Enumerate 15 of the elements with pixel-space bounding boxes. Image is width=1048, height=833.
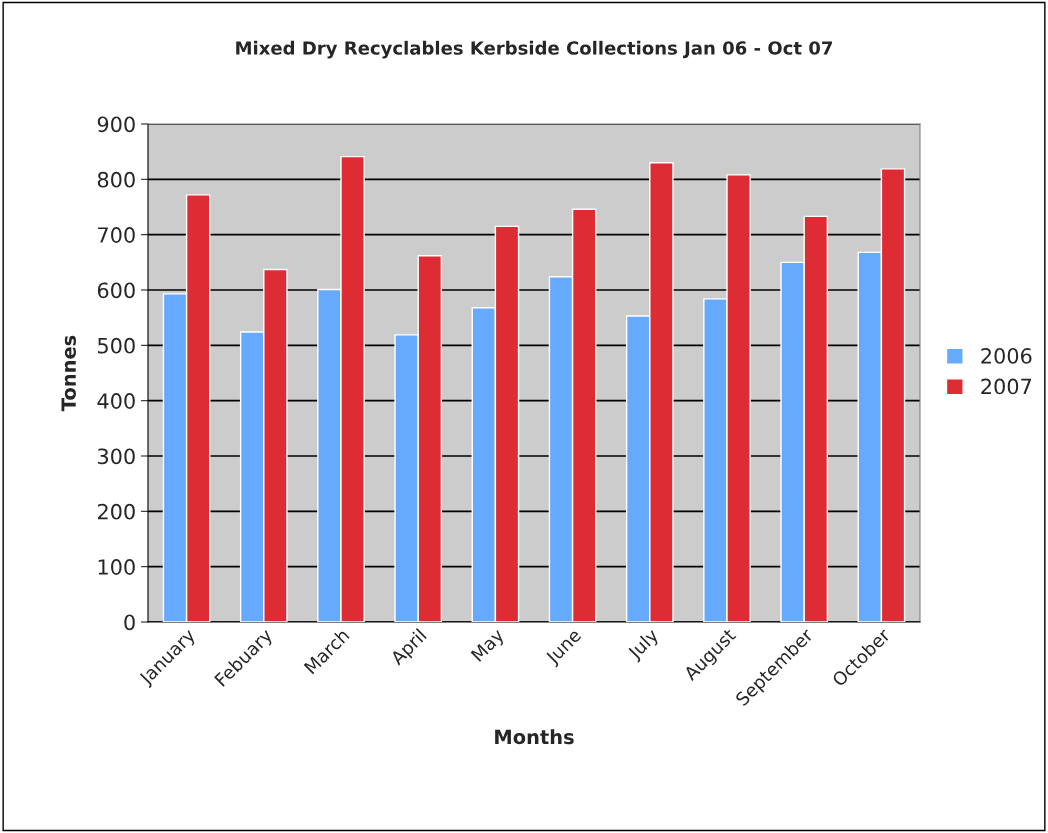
y-tick-label: 600 — [97, 282, 135, 299]
y-tick-label: 900 — [97, 116, 135, 133]
y-tick-label: 800 — [97, 171, 135, 188]
chart-title: Mixed Dry Recyclables Kerbside Collections Jan 06 - Oct 07 — [236, 40, 832, 59]
legend-label: 2006 — [981, 348, 1032, 364]
y-tick-label: 400 — [97, 393, 135, 409]
y-tick-label: 300 — [98, 448, 135, 465]
y-tick-label: 500 — [98, 337, 135, 354]
y-tick-label: 0 — [124, 614, 135, 631]
y-tick-label: 200 — [97, 503, 135, 520]
y-axis-title: Tonnes — [61, 335, 76, 412]
x-axis-title: Months — [495, 729, 574, 745]
legend-label: 2007 — [981, 378, 1032, 395]
y-tick-label: 700 — [98, 227, 135, 243]
y-tick-label: 100 — [98, 559, 135, 575]
